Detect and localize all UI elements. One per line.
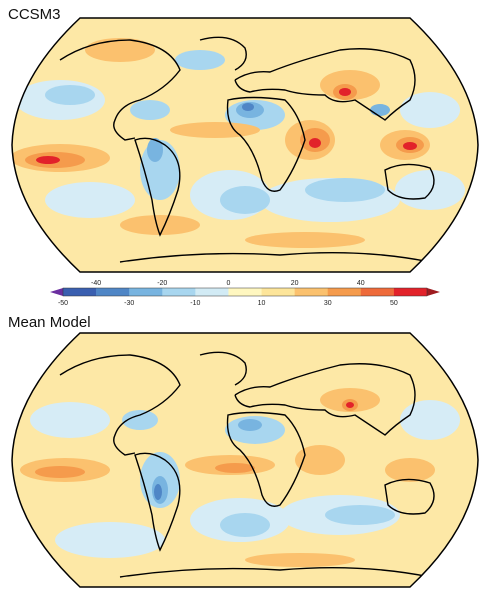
region-pale [55, 522, 165, 558]
region-pale [400, 400, 460, 440]
coastlines-mean-model [59, 351, 435, 578]
region-light-blue [220, 186, 270, 214]
colorbar-tick-label: 40 [357, 280, 365, 287]
colorbar-tick-label: -30 [124, 300, 134, 307]
region-light-blue [130, 100, 170, 120]
eurasia-coast [234, 48, 416, 121]
colorbar-tick-label: 10 [258, 300, 266, 307]
map-ccsm3 [11, 17, 479, 273]
colorbar: -40 -20 0 20 40 -50 -30 -10 10 30 50 [50, 280, 440, 307]
eurasia-coast [234, 363, 416, 436]
greenland-coast [199, 36, 247, 71]
region-orange [295, 445, 345, 475]
region-orange [245, 553, 355, 567]
region-red [403, 142, 417, 150]
colorbar-swatch [195, 288, 229, 296]
panel-title-ccsm3: CCSM3 [8, 6, 61, 23]
region-light-blue [45, 85, 95, 105]
colorbar-swatch [261, 288, 295, 296]
field-mean-model [12, 333, 478, 587]
colorbar-tick-label: -10 [190, 300, 200, 307]
region-orange [120, 215, 200, 235]
region-pale [30, 402, 110, 438]
map-frame-mean-model [11, 332, 479, 588]
colorbar-tick-label: 50 [390, 300, 398, 307]
africa-coast [226, 411, 306, 507]
colorbar-swatch [294, 288, 329, 296]
antarctica-coast [119, 251, 431, 263]
colorbar-swatch [393, 288, 428, 296]
colorbar-swatch [96, 288, 130, 296]
region-pale [400, 92, 460, 128]
colorbar-tick-label: -40 [91, 280, 101, 287]
colorbar-swatch [63, 288, 97, 296]
region-dark-blue [154, 484, 162, 500]
colorbar-outline [62, 287, 428, 297]
greenland-coast [199, 351, 247, 386]
map-mean-model [11, 332, 479, 588]
south-america-coast [134, 137, 181, 237]
region-dark-blue [242, 103, 254, 111]
colorbar-tick-label: 20 [291, 280, 299, 287]
region-mid-blue [238, 419, 262, 431]
africa-coast [226, 96, 306, 192]
coastlines-ccsm3 [59, 36, 435, 263]
south-america-coast [134, 452, 181, 552]
region-light-blue [325, 505, 395, 525]
colorbar-tick-label: 0 [227, 280, 231, 287]
colorbar-swatch [162, 288, 196, 296]
australia-coast [384, 478, 435, 515]
map-frame-ccsm3 [11, 17, 479, 273]
region-dark-orange [215, 463, 255, 473]
region-pale [45, 182, 135, 218]
north-america-coast [59, 354, 181, 456]
region-orange [245, 232, 365, 248]
region-orange [85, 38, 155, 62]
field-ccsm3 [12, 18, 478, 272]
region-pale [395, 170, 465, 210]
region-orange [170, 122, 260, 138]
colorbar-swatch [327, 288, 362, 296]
colorbar-swatch [228, 288, 262, 296]
colorbar-lower-ticks: -50 -30 -10 10 30 50 [58, 300, 398, 307]
region-light-blue [305, 178, 385, 202]
region-red [36, 156, 60, 164]
region-red [309, 138, 321, 148]
australia-coast [384, 163, 435, 200]
panel-title-mean-model: Mean Model [8, 314, 91, 331]
region-red [346, 402, 354, 408]
region-mid-blue [370, 104, 390, 116]
antarctica-coast [119, 566, 431, 578]
region-red [339, 88, 351, 96]
region-light-blue [175, 50, 225, 70]
colorbar-tick-label: 30 [324, 300, 332, 307]
region-dark-orange [35, 466, 85, 478]
north-america-coast [59, 39, 181, 141]
colorbar-tick-label: -50 [58, 300, 68, 307]
colorbar-arrow-low [50, 288, 63, 296]
region-orange [385, 458, 435, 482]
colorbar-swatch [129, 288, 163, 296]
colorbar-swatches [63, 288, 428, 296]
region-light-blue [220, 513, 270, 537]
region-mid-blue [147, 138, 163, 162]
colorbar-tick-label: -20 [157, 280, 167, 287]
colorbar-swatch [360, 288, 395, 296]
colorbar-upper-ticks: -40 -20 0 20 40 [91, 280, 365, 287]
colorbar-arrow-high [427, 288, 440, 296]
region-light-blue [122, 410, 158, 430]
